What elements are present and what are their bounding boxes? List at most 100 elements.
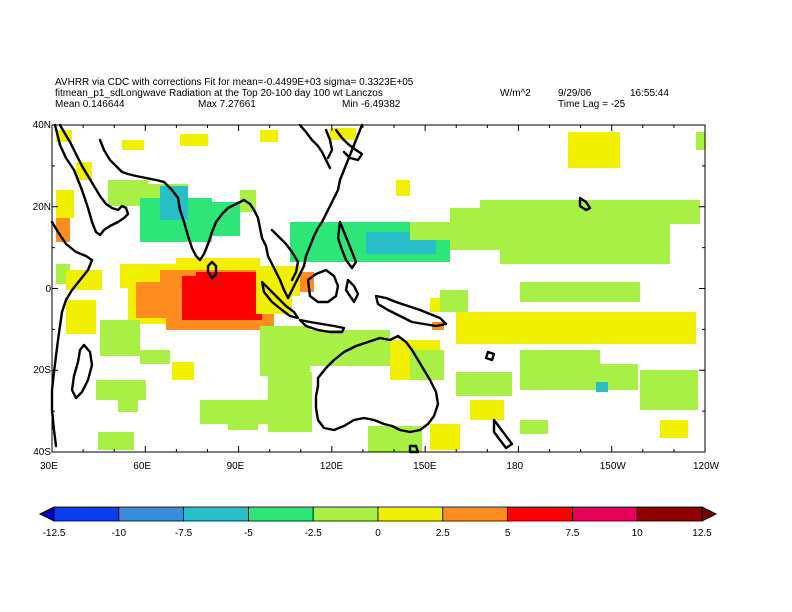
coastlines bbox=[50, 123, 592, 454]
field-cell bbox=[368, 426, 422, 452]
coast-australia bbox=[314, 334, 440, 434]
coast-korea bbox=[324, 128, 334, 160]
field-cell bbox=[180, 134, 208, 146]
coast-fiji bbox=[484, 350, 496, 362]
header-line-2: fitmean_p1_sdLongwave Radiation at the T… bbox=[55, 88, 383, 99]
colorbar-tick-label: 10 bbox=[631, 528, 643, 539]
colorbar-segment bbox=[118, 506, 185, 522]
header-time: 16:55:44 bbox=[630, 88, 669, 99]
anomaly-field bbox=[56, 128, 705, 452]
coast-bengal-burma bbox=[242, 198, 290, 300]
field-cell bbox=[396, 180, 410, 196]
field-cell bbox=[228, 416, 258, 430]
colorbar-segment bbox=[247, 506, 314, 522]
colorbar-segment bbox=[183, 506, 249, 522]
lon-tick-label: 90E bbox=[226, 461, 245, 472]
coast-japan bbox=[334, 128, 364, 162]
coast-india bbox=[162, 180, 246, 262]
field-cell bbox=[440, 290, 468, 312]
field-cell bbox=[100, 320, 140, 356]
coast-java bbox=[298, 318, 346, 334]
colorbar-under-triangle bbox=[38, 506, 55, 522]
field-cell bbox=[520, 282, 640, 302]
colorbar-tick-label: 0 bbox=[375, 528, 381, 539]
coast-hawaii bbox=[578, 196, 592, 212]
field-cell bbox=[118, 396, 138, 412]
colorbar-over-triangle bbox=[701, 506, 718, 522]
colorbar-segment bbox=[507, 506, 573, 522]
header-mean: Mean 0.146644 bbox=[55, 99, 125, 110]
lon-tick-label: 30E bbox=[40, 461, 58, 472]
field-cell bbox=[196, 272, 262, 316]
coast-africa-arabia bbox=[53, 123, 130, 237]
header-lag: Time Lag = -25 bbox=[558, 99, 626, 110]
field-cell bbox=[696, 132, 705, 150]
field-cell bbox=[520, 420, 548, 434]
colorbar-segment bbox=[377, 506, 444, 522]
coast-china-north bbox=[298, 123, 332, 170]
lat-tick-label: 40N bbox=[32, 120, 51, 131]
coast-philippines bbox=[336, 220, 358, 270]
coast-iran bbox=[98, 138, 166, 184]
colorbar-tick-label: 5 bbox=[504, 528, 511, 539]
coast-gulf-thailand bbox=[270, 228, 300, 282]
lat-tick-label: 20N bbox=[32, 201, 51, 213]
field-cell bbox=[520, 350, 600, 390]
field-cell bbox=[660, 420, 688, 438]
lon-tick-label: 60E bbox=[133, 461, 152, 472]
field-cell bbox=[56, 190, 74, 218]
field-cell bbox=[640, 370, 698, 410]
coast-sulawesi bbox=[344, 278, 360, 304]
header-units: W/m^2 bbox=[500, 88, 531, 99]
field-cell bbox=[96, 380, 146, 400]
colorbar-tick-label: 2.5 bbox=[435, 528, 450, 539]
lon-tick-label: 120E bbox=[319, 461, 344, 472]
lon-tick-label: 150E bbox=[413, 461, 437, 472]
field-cell bbox=[456, 372, 512, 396]
lon-tick-label: 180 bbox=[506, 461, 524, 472]
coast-madagascar bbox=[70, 343, 94, 400]
field-cell bbox=[480, 200, 700, 224]
field-cell bbox=[470, 400, 504, 420]
field-cell bbox=[98, 432, 134, 450]
field-cell bbox=[568, 132, 620, 168]
header-max: Max 7.27661 bbox=[198, 99, 256, 110]
field-cell bbox=[500, 224, 670, 264]
colorbar-tick-label: 12.5 bbox=[692, 528, 712, 539]
field-cell bbox=[596, 382, 608, 392]
field-cell bbox=[172, 362, 194, 380]
field-cell bbox=[430, 424, 460, 450]
field-cell bbox=[122, 140, 144, 150]
colorbar-tick-label: -7.5 bbox=[174, 528, 193, 539]
field-cell bbox=[204, 202, 240, 236]
field-cell bbox=[260, 130, 278, 142]
colorbar-segment bbox=[312, 506, 379, 522]
header-date: 9/29/06 bbox=[558, 88, 592, 99]
field-cell bbox=[140, 350, 170, 364]
colorbar-tick-label: 7.5 bbox=[565, 528, 580, 539]
colorbar-segment bbox=[636, 506, 703, 522]
lat-tick-label: 0 bbox=[45, 283, 51, 295]
field-cell bbox=[456, 312, 696, 344]
lat-tick-label: 40S bbox=[33, 447, 51, 458]
colorbar-tick-label: -5 bbox=[243, 528, 253, 539]
coast-sumatra bbox=[260, 280, 300, 320]
colorbar-tick-label: -12.5 bbox=[42, 528, 66, 539]
colorbar-tick-label: -10 bbox=[111, 528, 127, 539]
colorbar-segment bbox=[53, 506, 120, 522]
lat-tick-label: 20S bbox=[33, 365, 51, 377]
header-line-1: AVHRR via CDC with corrections Fit for m… bbox=[55, 77, 414, 88]
field-cell bbox=[300, 330, 390, 366]
colorbar-segment bbox=[442, 506, 508, 522]
coast-borneo bbox=[306, 268, 340, 304]
lon-tick-label: 120W bbox=[693, 461, 720, 472]
plot-frame bbox=[51, 124, 706, 453]
coast-new-guinea bbox=[374, 294, 448, 328]
coast-indochina bbox=[286, 123, 364, 300]
field-cell bbox=[66, 270, 102, 290]
field-cell bbox=[66, 300, 96, 334]
coast-sri-lanka bbox=[206, 260, 218, 280]
colorbar-tick-label: -2.5 bbox=[304, 528, 322, 539]
header-min: Min -6.49382 bbox=[342, 99, 401, 110]
